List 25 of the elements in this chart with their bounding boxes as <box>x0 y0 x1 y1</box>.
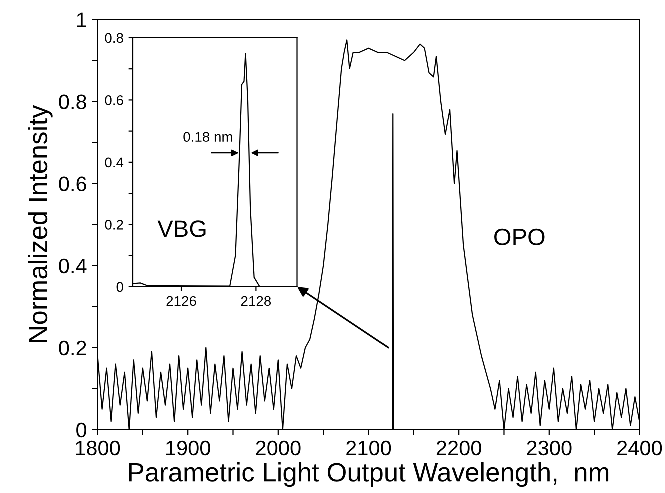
y-tick-label: 0.6 <box>105 96 124 106</box>
y-tick-label: 0.2 <box>59 340 86 356</box>
x-tick-label: 2100 <box>346 440 392 456</box>
y-tick-label: 0.8 <box>59 94 86 110</box>
y-tick-label: 1 <box>77 12 86 28</box>
annotation: 0.18 nm <box>184 132 232 142</box>
x-tick-label: 2126 <box>166 296 196 306</box>
x-tick-label: 1800 <box>76 440 120 456</box>
x-tick-label: 2000 <box>256 440 301 456</box>
series-label: VBG <box>158 220 206 238</box>
y-tick-label: 0.6 <box>59 176 86 192</box>
y-tick-label: 0 <box>76 422 87 438</box>
x-tick-label: 2128 <box>241 296 272 306</box>
x-tick-label: 2400 <box>618 440 662 456</box>
x-tick-label: 2200 <box>436 440 482 456</box>
series-label: OPO <box>494 228 545 246</box>
y-tick-label: 0.4 <box>59 258 87 274</box>
x-axis-title: Parametric Light Output Wavelength, nm <box>129 462 609 488</box>
y-axis-title: Normalized Intensity <box>28 105 53 342</box>
y-tick-label: 0.2 <box>105 220 124 230</box>
y-tick-label: 0 <box>116 282 124 292</box>
x-tick-label: 2300 <box>527 440 572 456</box>
y-tick-label: 0.8 <box>105 33 124 44</box>
x-tick-label: 1900 <box>166 440 210 456</box>
y-tick-label: 0.4 <box>105 158 124 168</box>
